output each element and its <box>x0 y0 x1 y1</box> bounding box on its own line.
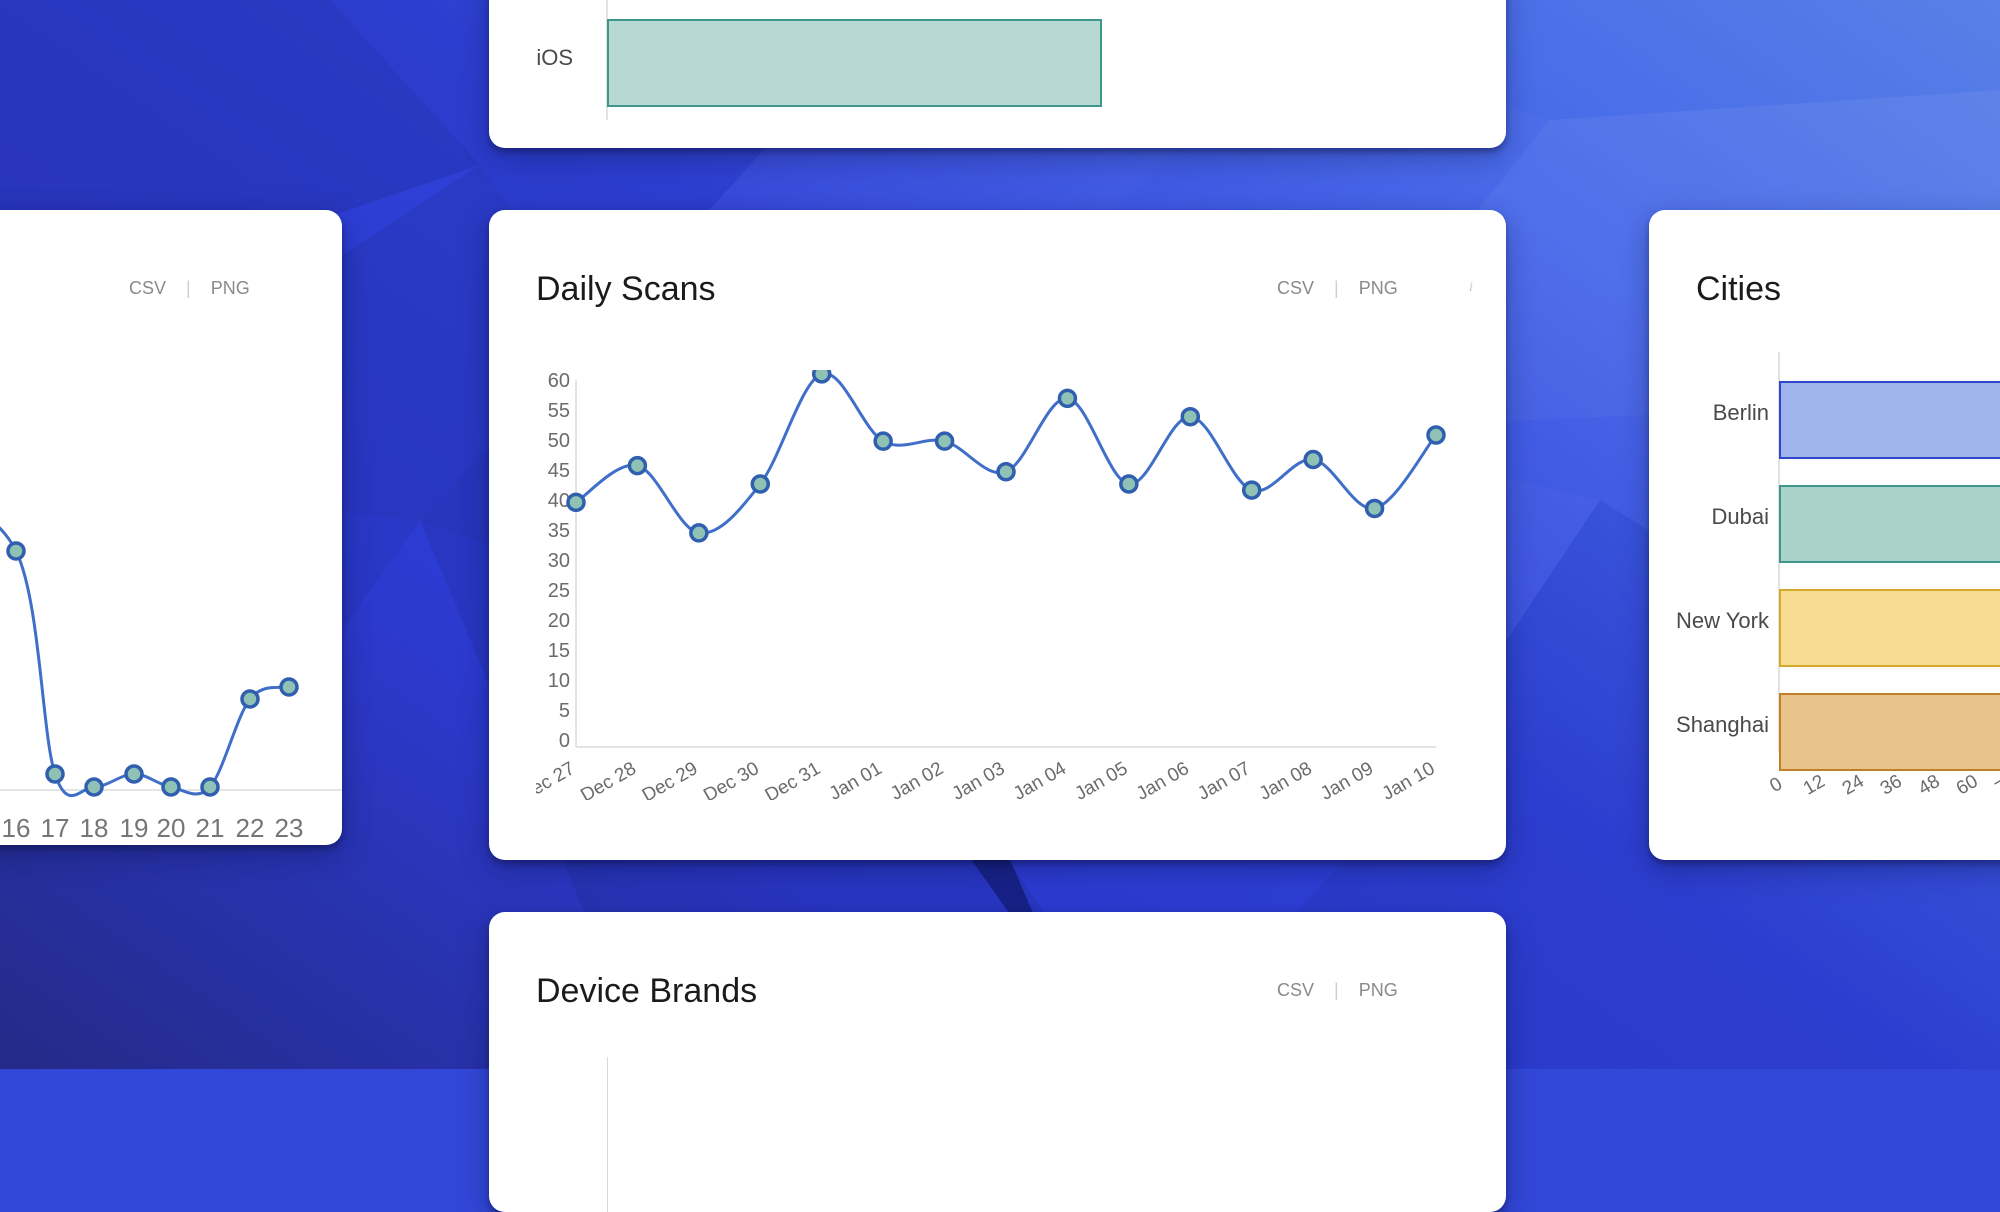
svg-text:Jan 05: Jan 05 <box>1071 758 1131 800</box>
svg-text:Dec 27: Dec 27 <box>536 758 579 800</box>
svg-text:19: 19 <box>120 813 149 843</box>
svg-text:36: 36 <box>1877 771 1906 800</box>
svg-text:25: 25 <box>548 580 570 602</box>
svg-text:60: 60 <box>1953 771 1982 800</box>
svg-text:Dec 31: Dec 31 <box>762 758 825 800</box>
svg-text:0: 0 <box>1766 773 1786 796</box>
svg-text:Dubai: Dubai <box>1712 504 1769 529</box>
svg-text:18: 18 <box>80 813 109 843</box>
svg-text:iOS: iOS <box>536 45 573 70</box>
svg-text:22: 22 <box>236 813 265 843</box>
svg-text:Jan 10: Jan 10 <box>1379 758 1439 800</box>
svg-text:21: 21 <box>196 813 225 843</box>
svg-text:15: 15 <box>548 640 570 662</box>
svg-text:17: 17 <box>41 813 70 843</box>
svg-text:Shanghai: Shanghai <box>1676 712 1769 737</box>
svg-text:Dec 29: Dec 29 <box>639 758 702 800</box>
svg-text:60: 60 <box>548 370 570 392</box>
svg-text:50: 50 <box>548 430 570 452</box>
svg-text:Jan 03: Jan 03 <box>949 758 1009 800</box>
svg-text:New York: New York <box>1676 608 1770 633</box>
svg-text:23: 23 <box>275 813 304 843</box>
svg-text:Jan 02: Jan 02 <box>887 758 947 800</box>
svg-text:10: 10 <box>548 670 570 692</box>
svg-text:Dec 28: Dec 28 <box>577 758 640 800</box>
svg-text:Jan 08: Jan 08 <box>1256 758 1316 800</box>
svg-text:Jan 09: Jan 09 <box>1317 758 1377 800</box>
svg-text:20: 20 <box>157 813 186 843</box>
svg-text:35: 35 <box>548 520 570 542</box>
svg-text:72: 72 <box>1992 771 2000 800</box>
svg-text:Jan 07: Jan 07 <box>1194 758 1254 800</box>
svg-text:Jan 06: Jan 06 <box>1133 758 1193 800</box>
svg-text:55: 55 <box>548 400 570 422</box>
svg-text:Jan 04: Jan 04 <box>1010 758 1070 800</box>
svg-text:12: 12 <box>1800 771 1829 800</box>
svg-text:5: 5 <box>559 700 570 722</box>
svg-text:30: 30 <box>548 550 570 572</box>
svg-text:16: 16 <box>2 813 31 843</box>
svg-text:0: 0 <box>559 730 570 752</box>
svg-text:45: 45 <box>548 460 570 482</box>
svg-text:24: 24 <box>1839 771 1868 800</box>
svg-text:48: 48 <box>1915 771 1944 800</box>
svg-text:Berlin: Berlin <box>1713 400 1769 425</box>
svg-text:Dec 30: Dec 30 <box>700 758 763 800</box>
svg-text:Jan 01: Jan 01 <box>826 758 886 800</box>
svg-text:20: 20 <box>548 610 570 632</box>
